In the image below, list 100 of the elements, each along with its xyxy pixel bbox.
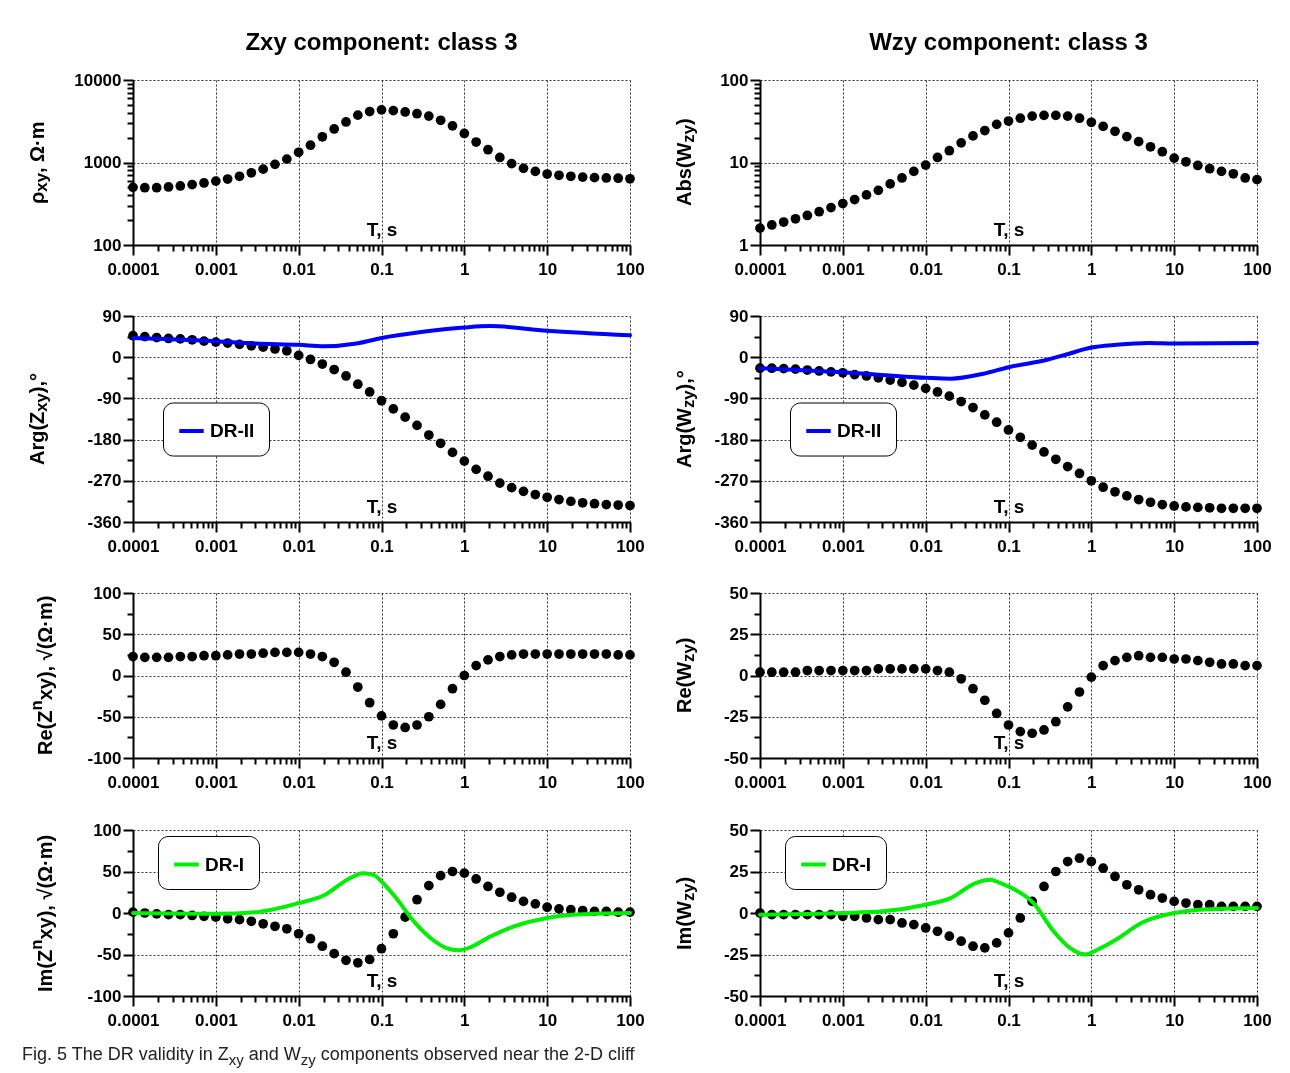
y-tick-label: -180 — [714, 430, 749, 450]
x-tick-label: 0.01 — [282, 1010, 316, 1030]
x-tick-label: 0.1 — [997, 772, 1021, 792]
x-tick-label: 100 — [616, 1010, 645, 1030]
y-tick-label: 50 — [729, 820, 749, 840]
x-tick-label: 1 — [460, 1010, 470, 1030]
x-tick-label: 10 — [1165, 1010, 1185, 1030]
y-tick-label: 0 — [112, 347, 122, 367]
x-tick-label: 0.01 — [282, 536, 316, 556]
x-tick-label: 0.01 — [909, 259, 943, 279]
x-tick-label: 0.1 — [370, 536, 394, 556]
y-tick-label: 10000 — [74, 70, 122, 90]
x-tick-label: 0.001 — [195, 772, 238, 792]
x-tick-label: 1 — [1087, 259, 1097, 279]
x-tick-label: 0.1 — [370, 772, 394, 792]
x-tick-label: 100 — [1243, 259, 1272, 279]
x-tick-label: 0.001 — [822, 536, 865, 556]
x-tick-label: 100 — [1243, 772, 1272, 792]
x-tick-label: 0.1 — [370, 259, 394, 279]
x-tick-label: 0.001 — [195, 536, 238, 556]
y-tick-label: -50 — [96, 945, 122, 964]
y-tick-label: 1000 — [83, 153, 122, 172]
x-tick-label: 0.001 — [195, 1010, 238, 1030]
x-tick-label: 0.1 — [997, 259, 1021, 279]
legend-label: DR-I — [205, 853, 245, 875]
y-tick-label: -90 — [723, 388, 749, 408]
x-tick-label: 0.1 — [997, 1010, 1021, 1030]
y-tick-label: -50 — [723, 748, 749, 768]
y-tick-label: -25 — [723, 945, 749, 964]
y-tick-label: -50 — [96, 707, 122, 727]
x-tick-label: 100 — [1243, 536, 1272, 556]
y-tick-label: 100 — [93, 235, 122, 255]
y-tick-label: 100 — [93, 820, 122, 840]
x-tick-label: 0.0001 — [107, 1010, 160, 1030]
x-tick-label: 10 — [538, 536, 558, 556]
y-tick-label: 10 — [729, 153, 749, 172]
y-tick-label: -90 — [96, 388, 122, 408]
y-tick-label: -100 — [87, 986, 122, 1006]
y-tick-label: -270 — [714, 471, 749, 491]
x-tick-label: 0.0001 — [734, 536, 787, 556]
x-tick-label: 0.0001 — [107, 536, 160, 556]
x-tick-label: 0.01 — [909, 772, 943, 792]
y-tick-label: 90 — [729, 306, 749, 326]
x-tick-label: 1 — [1087, 536, 1097, 556]
x-tick-label: 1 — [460, 536, 470, 556]
x-tick-label: 100 — [616, 536, 645, 556]
y-tick-label: -25 — [723, 707, 749, 727]
x-tick-label: 10 — [538, 259, 558, 279]
x-tick-label: 0.1 — [370, 1010, 394, 1030]
y-tick-label: 0 — [739, 347, 749, 367]
y-tick-label: 0 — [112, 903, 122, 923]
x-tick-label: 10 — [538, 772, 558, 792]
y-tick-label: 25 — [729, 624, 749, 644]
x-tick-label: 100 — [1243, 1010, 1272, 1030]
x-tick-label: 0.01 — [282, 259, 316, 279]
x-tick-label: 0.01 — [282, 772, 316, 792]
y-tick-label: 50 — [102, 624, 122, 644]
x-tick-label: 1 — [460, 259, 470, 279]
x-tick-label: 0.001 — [195, 259, 238, 279]
legend-label: DR-II — [837, 420, 882, 442]
x-axis-title: T, s — [993, 495, 1025, 517]
x-axis-title: T, s — [366, 218, 398, 240]
x-tick-label: 0.0001 — [107, 259, 160, 279]
y-tick-label: 50 — [729, 583, 749, 603]
y-tick-label: 90 — [102, 306, 122, 326]
x-tick-label: 1 — [460, 772, 470, 792]
x-tick-label: 0.001 — [822, 772, 865, 792]
y-tick-label: 0 — [112, 666, 122, 685]
x-tick-label: 1 — [1087, 1010, 1097, 1030]
x-axis-title: T, s — [993, 731, 1025, 753]
x-tick-label: 0.0001 — [734, 259, 787, 279]
x-tick-label: 100 — [616, 772, 645, 792]
x-axis-title: T, s — [366, 731, 398, 753]
y-tick-label: -360 — [714, 512, 749, 532]
y-tick-label: 50 — [102, 862, 122, 881]
y-tick-label: 100 — [93, 583, 122, 603]
x-axis-title: T, s — [366, 969, 398, 991]
y-tick-label: 0 — [739, 666, 749, 685]
x-tick-label: 0.1 — [997, 536, 1021, 556]
y-tick-label: -270 — [87, 471, 122, 491]
y-tick-label: -100 — [87, 748, 122, 768]
x-tick-label: 1 — [1087, 772, 1097, 792]
x-tick-label: 0.001 — [822, 1010, 865, 1030]
chart-title: Wzy component: class 3 — [869, 28, 1148, 55]
y-tick-label: 100 — [720, 70, 749, 90]
x-tick-label: 0.001 — [822, 259, 865, 279]
x-tick-label: 10 — [538, 1010, 558, 1030]
y-tick-label: 1 — [739, 235, 749, 255]
y-tick-label: 25 — [729, 862, 749, 881]
x-axis-title: T, s — [366, 495, 398, 517]
legend-label: DR-II — [210, 420, 255, 442]
y-tick-label: -180 — [87, 430, 122, 450]
chart-title: Zxy component: class 3 — [245, 28, 518, 55]
x-tick-label: 0.0001 — [734, 772, 787, 792]
caption: Fig. 5 The DR validity in Z$_{xy}$ and W$_{zy}$ components observed near the 2-D cliff — [22, 1044, 635, 1068]
x-tick-label: 0.01 — [909, 1010, 943, 1030]
y-tick-label: -360 — [87, 512, 122, 532]
x-tick-label: 100 — [616, 259, 645, 279]
x-axis-title: T, s — [993, 218, 1025, 240]
x-tick-label: 0.0001 — [734, 1010, 787, 1030]
